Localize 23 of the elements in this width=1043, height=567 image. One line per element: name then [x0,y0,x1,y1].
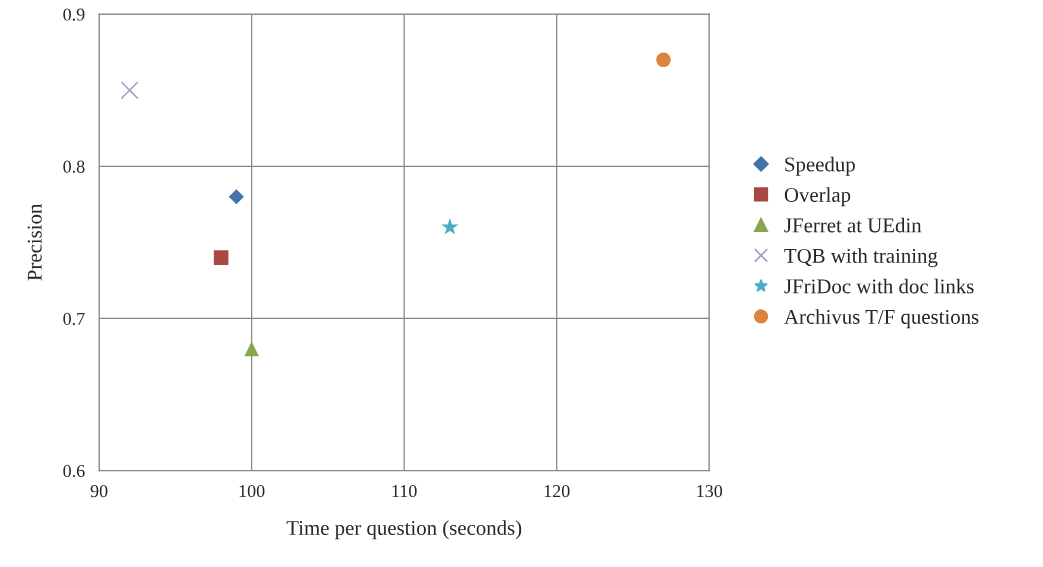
legend-label: Archivus T/F questions [784,309,979,329]
point [441,218,459,235]
y-tick-label: 0.9 [63,8,85,21]
x-tick-label: 120 [544,485,570,498]
y-tick-label: 0.8 [63,160,85,173]
legend-label: Overlap [784,187,851,207]
y-axis-title: Precision [27,203,42,281]
point [228,189,244,205]
point [213,250,229,265]
point [244,341,259,357]
y-tick-label: 0.6 [63,464,85,478]
x-tick-label: 130 [697,485,723,498]
x-tick-label: 110 [392,485,417,498]
legend-label: Speedup [785,156,855,176]
x-axis-title: Time per question (seconds) [286,520,522,540]
x-tick-label: 100 [239,485,265,498]
point [120,81,139,100]
x-tick-label: 90 [90,485,108,498]
y-tick-label: 0.7 [63,312,85,325]
legend-label: JFriDoc with doc links [784,278,974,294]
point [656,52,671,68]
legend-label: TQB with training [784,248,938,268]
legend-label: JFerret at UEdin [784,217,922,233]
